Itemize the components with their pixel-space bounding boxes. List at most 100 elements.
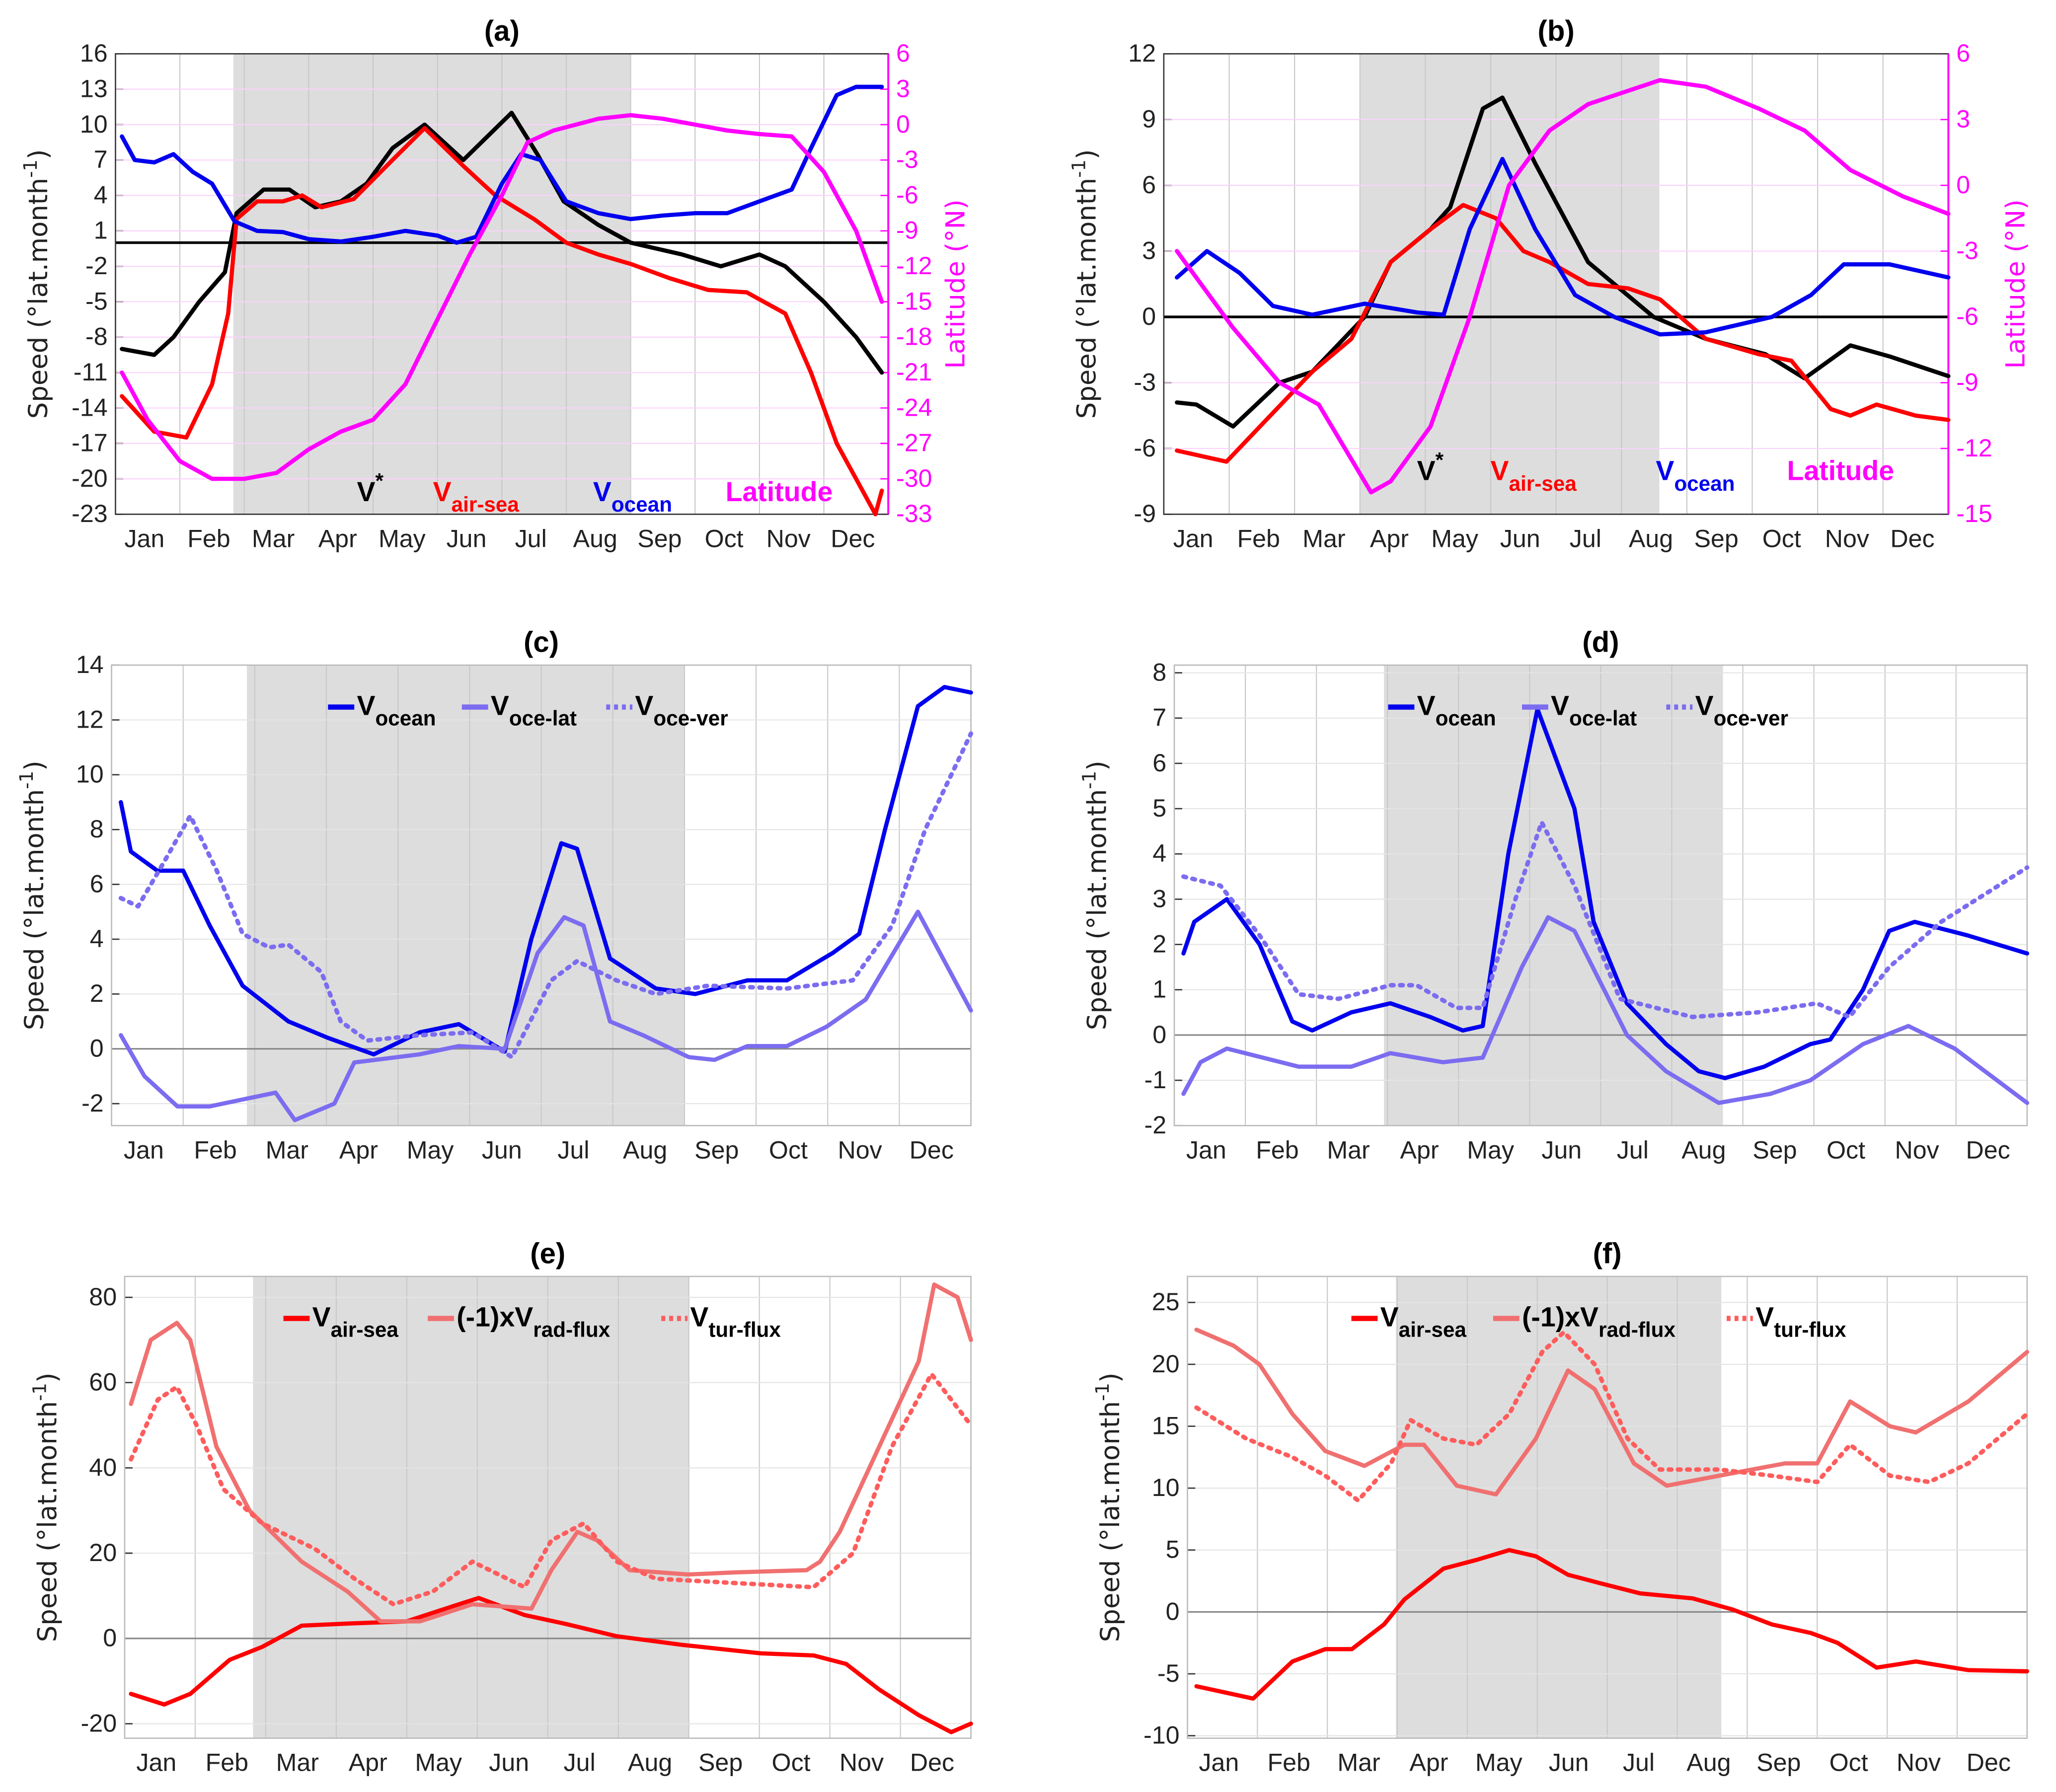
y-tick-label: 80 [89,1283,117,1311]
y-tick-label: -17 [72,429,108,457]
x-tick-label: Jul [564,1749,596,1777]
y-tick-label: 20 [89,1539,117,1567]
legend-item: Vtur-flux [661,1301,781,1341]
x-tick-label: Nov [1897,1749,1941,1777]
series-line-v-ocean [119,685,973,1057]
y-tick-label: 0 [1152,1021,1166,1048]
shaded-period [1384,665,1723,1126]
y-axis-label-end: ) [33,1372,63,1383]
y2-axis-label: Latitude (°N) [2001,199,2031,369]
legend-label-sub: rad-flux [533,1318,610,1341]
y-tick-label: 40 [89,1453,117,1481]
legend-label-main: V [1417,455,1436,486]
legend-label-sub: ocean [1674,472,1735,495]
x-tick-label: Jul [557,1136,589,1164]
y-axis-label-sup: -1 [1068,159,1089,178]
legend-label: Vair-sea [433,476,520,516]
y-axis-label: Speed (°lat.month-1) [20,149,54,419]
series-line-v-tur-flux [129,1371,974,1607]
x-tick-label: May [407,1136,454,1164]
series-line-v-star [1175,95,1951,429]
legend-item: Voce-ver [606,690,728,730]
shaded-period [253,1276,689,1738]
legend-label-main: V [357,690,375,721]
x-tick-label: Feb [194,1136,236,1164]
y-axis-label-sup: -1 [29,1383,50,1401]
series-line-v-air-sea [1175,203,1951,464]
legend-label-sub: ocean [375,707,436,730]
legend-label: Voce-lat [1551,690,1637,730]
y-tick-label: 14 [76,651,104,678]
legend-item: Vocean [1656,455,1735,495]
y-tick-label: 7 [1152,704,1166,732]
y-tick-label: -20 [81,1709,117,1737]
x-tick-label: May [1467,1136,1514,1164]
legend-label-sub: air-sea [331,1318,399,1341]
x-tick-label: Jul [1570,524,1601,552]
legend-label-main: V [1656,455,1674,486]
y-tick-label: 4 [1152,839,1166,867]
y-tick-label: -6 [1134,434,1156,462]
x-tick-label: Apr [1370,524,1409,552]
y-axis-label-end: ) [1082,760,1113,771]
legend-item: (-1)xVrad-flux [428,1301,610,1341]
legend-item: Vair-sea [1491,455,1577,495]
legend-label: Vair-sea [312,1301,399,1341]
y-tick-label: 25 [1152,1288,1180,1316]
y2-tick-label: -30 [896,464,932,492]
legend-label-main: V [1755,1301,1774,1332]
series-line-v-ocean [1175,156,1951,337]
legend-label-main: Latitude [1787,455,1894,486]
legend-label-sub: air-sea [1399,1318,1467,1341]
y-tick-label: 13 [80,75,108,102]
series-line-v-air-sea [129,1596,973,1734]
panel-f: -10 -5 0 5 10 15 20 25 Jan Feb Mar Apr May Jun Jul Aug S… [1092,1238,2030,1777]
y-axis-label-end: ) [1072,149,1102,159]
y-tick-label: 0 [90,1035,104,1062]
legend-item: Voce-ver [1666,690,1788,730]
legend-label-main: V [1417,690,1436,721]
legend-label: Vocean [357,690,436,730]
x-tick-label: Dec [1890,524,1934,552]
legend-label-sub: tur-flux [708,1318,781,1341]
x-tick-label: Jun [1500,524,1540,552]
legend-label: Latitude [726,476,833,507]
x-tick-label: Feb [1237,524,1280,552]
legend-label-main: V [433,476,452,507]
legend-label: Voce-ver [635,690,728,730]
x-tick-label: Jan [124,524,164,552]
x-tick-label: Aug [573,524,617,552]
x-tick-label: Nov [766,524,811,552]
panel-title: (a) [484,15,520,47]
legend-label-sub: oce-ver [1714,707,1788,730]
y2-tick-label: 0 [1956,171,1970,199]
y2-tick-label: -15 [1956,500,1992,527]
x-tick-label: Oct [1827,1136,1865,1164]
series-line-latitude [1175,78,1951,495]
legend-label-main: V [1551,690,1569,721]
y-tick-label: 6 [90,870,104,897]
legend-label: Latitude [1787,455,1894,486]
panel-d: -2 -1 0 1 2 3 4 5 6 7 8 Jan Feb Mar Apr May Jun Jul Aug Sep… [1079,626,2030,1164]
y-tick-label: 10 [80,110,108,138]
y2-tick-label: -9 [896,217,918,244]
y2-tick-label: -12 [896,252,932,280]
legend-label-main: V [690,1301,708,1332]
y2-tick-label: -12 [1956,434,1992,462]
y-tick-label: 6 [1152,749,1166,777]
y-tick-label: 12 [76,705,104,733]
y2-tick-label: -18 [896,323,932,351]
y-tick-label: 3 [1142,236,1156,264]
x-tick-label: Feb [1256,1136,1298,1164]
y2-tick-label: -27 [896,429,932,457]
y-tick-label: -20 [72,464,108,492]
y-tick-label: 60 [89,1368,117,1396]
x-tick-label: Nov [839,1749,884,1777]
y-tick-label: 2 [90,979,104,1007]
legend-label-main: V [491,690,509,721]
y-tick-label: 5 [1166,1536,1180,1564]
x-tick-label: Aug [628,1749,672,1777]
x-tick-label: Jul [1623,1749,1655,1777]
shaded-period [233,54,631,515]
